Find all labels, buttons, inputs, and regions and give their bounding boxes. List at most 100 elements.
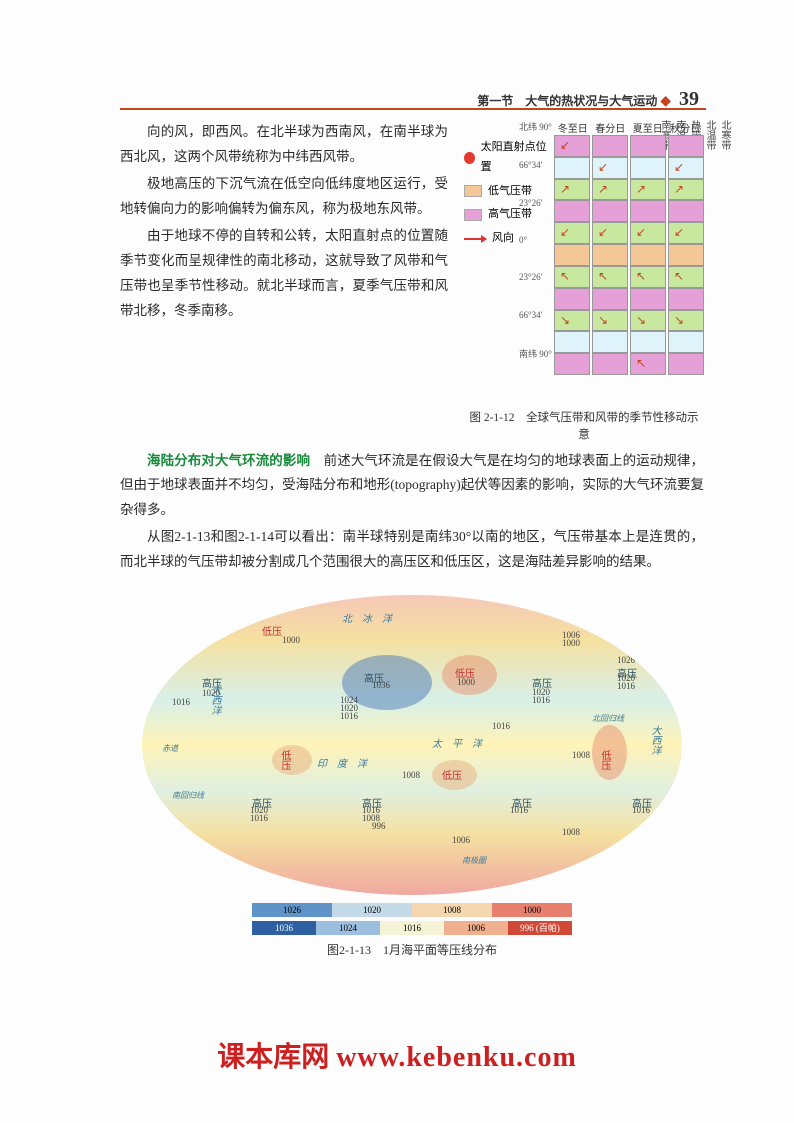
paragraph: 向的风，即西风。在北半球为西南风，在南半球为西北风，这两个风带统称为中纬西风带。 [120, 120, 448, 170]
pressure-label: 低压 [442, 767, 462, 782]
band-wind: ↗ [554, 179, 590, 201]
map-legend-2: 1036 1024 1016 1006 996 (百帕) [252, 921, 572, 935]
page: 第一节 大气的热状况与大气运动 ◆ 39 向的风，即西风。在北半球为西南风，在南… [0, 0, 794, 1123]
legend-swatch: 1006 [444, 921, 508, 935]
band-wind: ↙ [592, 222, 628, 244]
band-low [592, 244, 628, 266]
wind-arrow-icon: ↙ [598, 225, 608, 240]
seasonal-diagram: 冬至日 春分日 夏至日 秋分日 北纬 90° 66°34′ 23°26′ 0° … [554, 120, 704, 400]
isobar-value: 1016 [617, 681, 635, 691]
pressure-label: 低压 [277, 750, 292, 770]
watermark-cn: 课本库网 [217, 1042, 329, 1073]
band-high [630, 135, 666, 157]
band-polar: ↙ [592, 157, 628, 179]
band-high [592, 200, 628, 222]
band-high: ↙ [554, 135, 590, 157]
isobar-value: 1020 [202, 688, 220, 698]
legend-row-top: 1026 1020 1008 1000 [252, 903, 572, 917]
wind-arrow-icon: ↘ [560, 313, 570, 328]
isobar-value: 1008 [572, 750, 590, 760]
paragraph: 从图2-1-13和图2-1-14可以看出：南半球特别是南纬30°以南的地区，气压… [120, 525, 704, 575]
season-label: 冬至日 [554, 120, 592, 135]
latitude-labels: 北纬 90° 66°34′ 23°26′ 0° 23°26′ 66°34′ 南纬… [519, 120, 552, 360]
wind-arrow-icon: ↙ [560, 138, 570, 153]
band-high [668, 135, 704, 157]
band-wind: ↘ [668, 310, 704, 332]
lat-label: 23°26′ [519, 272, 552, 282]
isobar-value: 996 [372, 821, 386, 831]
circle-icon [464, 152, 475, 164]
band-wind: ↘ [630, 310, 666, 332]
content: 向的风，即西风。在北半球为西南风，在南半球为西北风，这两个风带统称为中纬西风带。… [120, 120, 704, 958]
box-icon [464, 185, 482, 197]
isobar-value: 1016 [172, 697, 190, 707]
wind-arrow-icon: ↙ [674, 225, 684, 240]
paragraph: 由于地球不停的自转和公转，太阳直射点的位置随季节变化而呈规律性的南北移动，这就导… [120, 224, 448, 324]
band-high [668, 200, 704, 222]
band-polar [554, 331, 590, 353]
isobar-value: 1016 [632, 805, 650, 815]
band-wind: ↙ [668, 222, 704, 244]
wind-arrow-icon: ↙ [636, 225, 646, 240]
wind-arrow-icon: ↖ [636, 269, 646, 284]
band-high [554, 353, 590, 375]
watermark: 课本库网 www.kebenku.com [0, 1035, 794, 1075]
isobar-value: 1026 [617, 655, 635, 665]
isobar-value: 1036 [372, 680, 390, 690]
band-wind: ↗ [668, 179, 704, 201]
season-column: ↙ ↗ ↙ ↖ ↘ [668, 135, 704, 375]
band-polar [668, 331, 704, 353]
band-wind: ↖ [668, 266, 704, 288]
band-low [630, 244, 666, 266]
band-polar [554, 157, 590, 179]
band-low [554, 244, 590, 266]
isobar-value: 1008 [562, 827, 580, 837]
subheading: 海陆分布对大气环流的影响 [147, 453, 310, 468]
isobar-value: 1016 [340, 711, 358, 721]
season-column: ↗ ↙ ↖ ↘ ↖ [630, 135, 666, 375]
watermark-url: www.kebenku.com [336, 1042, 577, 1073]
legend-swatch: 1016 [380, 921, 444, 935]
wind-arrow-icon: ↗ [674, 182, 684, 197]
wind-arrow-icon: ↘ [598, 313, 608, 328]
band-wind: ↖ [554, 266, 590, 288]
line-label: 赤道 [162, 743, 178, 754]
band-high [592, 353, 628, 375]
legend-swatch: 1020 [332, 903, 412, 917]
wind-arrow-icon: ↙ [598, 160, 608, 175]
legend-swatch: 1026 [252, 903, 332, 917]
line-label: 南回归线 [172, 790, 204, 801]
isobar-value: 1006 [452, 835, 470, 845]
band-high [630, 200, 666, 222]
text-column: 向的风，即西风。在北半球为西南风，在南半球为西北风，这两个风带统称为中纬西风带。… [120, 120, 448, 445]
wind-arrow-icon: ↗ [560, 182, 570, 197]
band-high [668, 353, 704, 375]
band-high [668, 288, 704, 310]
arrow-icon [464, 238, 486, 240]
two-column-layout: 向的风，即西风。在北半球为西南风，在南半球为西北风，这两个风带统称为中纬西风带。… [120, 120, 704, 445]
map-legend: 1026 1020 1008 1000 [252, 903, 572, 917]
band-high [592, 135, 628, 157]
band-high [554, 288, 590, 310]
season-label: 春分日 [592, 120, 630, 135]
line-label: 南极圈 [462, 855, 486, 866]
band-high [630, 288, 666, 310]
legend-swatch: 996 (百帕) [508, 921, 572, 935]
band-wind: ↗ [592, 179, 628, 201]
wind-arrow-icon: ↗ [636, 182, 646, 197]
band-wind: ↖ [630, 266, 666, 288]
ocean-label: 北 冰 洋 [342, 610, 392, 625]
figure-column: 太阳直射点位置 低气压带 高气压带 风向 冬至日 春分日 夏至日 秋分日 北纬 … [464, 120, 704, 445]
paragraph: 极地高压的下沉气流在低空向低纬度地区运行，受地转偏向力的影响偏转为偏东风，称为极… [120, 172, 448, 222]
wind-arrow-icon: ↗ [598, 182, 608, 197]
figure-13-caption: 图2-1-13 1月海平面等压线分布 [120, 941, 704, 958]
isobar-value: 1008 [402, 770, 420, 780]
wind-arrow-icon: ↘ [674, 313, 684, 328]
wind-arrow-icon: ↖ [598, 269, 608, 284]
wind-arrow-icon: ↙ [560, 225, 570, 240]
band-polar [592, 331, 628, 353]
lat-label: 0° [519, 235, 552, 245]
lat-label: 南纬 90° [519, 347, 552, 360]
band-low [668, 244, 704, 266]
isobar-value: 1016 [250, 813, 268, 823]
